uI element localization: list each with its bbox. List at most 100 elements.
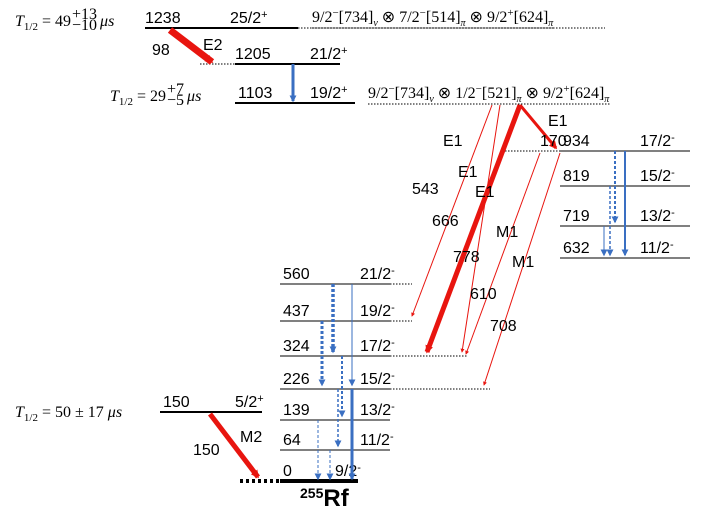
- parity: -: [391, 370, 395, 382]
- level-spin: 17/2-: [640, 132, 675, 150]
- spin: 17/2: [360, 338, 391, 355]
- spin: 19/2: [310, 85, 341, 102]
- gamma-transition: [518, 104, 558, 150]
- spin: 21/2: [360, 266, 391, 283]
- transition-energy: 708: [490, 318, 517, 335]
- symbol: T: [15, 404, 25, 421]
- element-symbol: Rf: [323, 485, 349, 512]
- mass-number: 255: [300, 485, 324, 501]
- spin: 15/2: [360, 371, 391, 388]
- half-life-unit: μs: [186, 88, 201, 105]
- parity: -: [391, 337, 395, 349]
- half-life-unit: μs: [99, 13, 114, 30]
- spin: 13/2: [640, 208, 671, 225]
- gamma-transition: [411, 104, 493, 317]
- level-spin: 13/2-: [640, 207, 675, 225]
- gamma-transition: [167, 27, 215, 65]
- value: = 29: [137, 88, 166, 105]
- transition-multipolarity: E1: [475, 184, 495, 201]
- joiner: ⊗: [438, 85, 451, 102]
- orbital-sub: π: [604, 94, 610, 105]
- level-energy: 934: [563, 133, 590, 150]
- gamma-transition: [460, 104, 501, 353]
- transition-energy: 666: [432, 213, 459, 230]
- spin: 11/2: [640, 240, 670, 257]
- level-energy: 64: [283, 432, 301, 449]
- orbital-parity: +: [507, 7, 513, 19]
- orbital-spin: 9/2: [543, 85, 563, 102]
- transition-energy: 610: [470, 286, 497, 303]
- spin: 11/2: [360, 432, 390, 449]
- spin: 17/2: [640, 133, 671, 150]
- transition-energy: 543: [412, 181, 439, 198]
- transition-energy: 170: [540, 133, 567, 150]
- spin: 13/2: [360, 402, 391, 419]
- level-spin: 13/2-: [360, 401, 395, 419]
- orbital-sub: ν: [373, 18, 378, 29]
- gamma-transition: [465, 152, 541, 355]
- orbital-spin: 9/2: [487, 9, 507, 26]
- half-life: T1/2 = 49: [15, 13, 71, 33]
- level-spin: 21/2-: [360, 265, 395, 283]
- level-spin: 15/2-: [640, 167, 675, 185]
- level-spin: 19/2-: [360, 302, 395, 320]
- orbital-parity: +: [563, 83, 569, 95]
- orbital-nilsson: [514]: [426, 9, 461, 26]
- gamma-transition: [208, 412, 260, 479]
- orbital-sub: π: [517, 94, 523, 105]
- transition-energy: 778: [453, 249, 480, 266]
- level-energy: 0: [283, 463, 292, 480]
- joiner: ⊗: [526, 85, 539, 102]
- transition-multipolarity: E1: [548, 113, 568, 130]
- parity: +: [341, 45, 347, 57]
- half-life: T1/2 = 50 ± 17: [15, 404, 104, 424]
- level-energy: 719: [563, 208, 590, 225]
- parity: +: [257, 393, 263, 405]
- gamma-transition: [424, 104, 523, 354]
- transition-multipolarity: M1: [496, 224, 518, 241]
- subscript: 1/2: [24, 412, 38, 424]
- orbital-nilsson: [734]: [395, 85, 430, 102]
- gamma-transition: [483, 152, 561, 386]
- level-spin: 15/2-: [360, 370, 395, 388]
- parity: -: [671, 167, 675, 179]
- transition-multipolarity: M2: [240, 429, 262, 446]
- orbital-spin: 7/2: [399, 9, 419, 26]
- level-spin: 5/2+: [235, 393, 264, 411]
- parity: -: [671, 132, 675, 144]
- transition-energy: 98: [152, 42, 170, 59]
- joiner: ⊗: [382, 9, 395, 26]
- spin: 15/2: [640, 168, 671, 185]
- level-energy: 632: [563, 240, 590, 257]
- half-life-upper: +13: [72, 6, 97, 23]
- level-energy: 560: [283, 266, 310, 283]
- level-energy: 1205: [235, 46, 271, 63]
- spin: 19/2: [360, 303, 391, 320]
- orbital-sub: ν: [429, 94, 434, 105]
- configuration: 9/2−[734]ν​⊗7/2−[514]π​⊗9/2+[624]π​: [312, 7, 554, 29]
- symbol: T: [110, 88, 120, 105]
- parity: -: [391, 302, 395, 314]
- level-spin: 21/2+: [310, 45, 348, 63]
- level-energy: 139: [283, 402, 310, 419]
- symbol: T: [15, 13, 25, 30]
- half-life: T1/2 = 29: [110, 88, 166, 108]
- orbital-parity: −: [420, 7, 426, 19]
- subscript: 1/2: [119, 96, 133, 108]
- parity: -: [670, 239, 674, 251]
- spin: 25/2: [230, 10, 261, 27]
- half-life-upper: +7: [167, 81, 184, 98]
- orbital-parity: −: [388, 83, 394, 95]
- orbital-sub: π: [461, 18, 467, 29]
- spin: 5/2: [235, 394, 257, 411]
- value: = 50 ± 17: [42, 404, 104, 421]
- half-life-unit: μs: [107, 404, 122, 421]
- subscript: 1/2: [24, 21, 38, 33]
- level-energy: 150: [163, 394, 190, 411]
- transition-energy: 150: [193, 442, 220, 459]
- transition-multipolarity: E1: [458, 164, 478, 181]
- spin: 21/2: [310, 46, 341, 63]
- level-energy: 226: [283, 371, 310, 388]
- transition-multipolarity: E2: [203, 37, 223, 54]
- level-energy: 437: [283, 303, 310, 320]
